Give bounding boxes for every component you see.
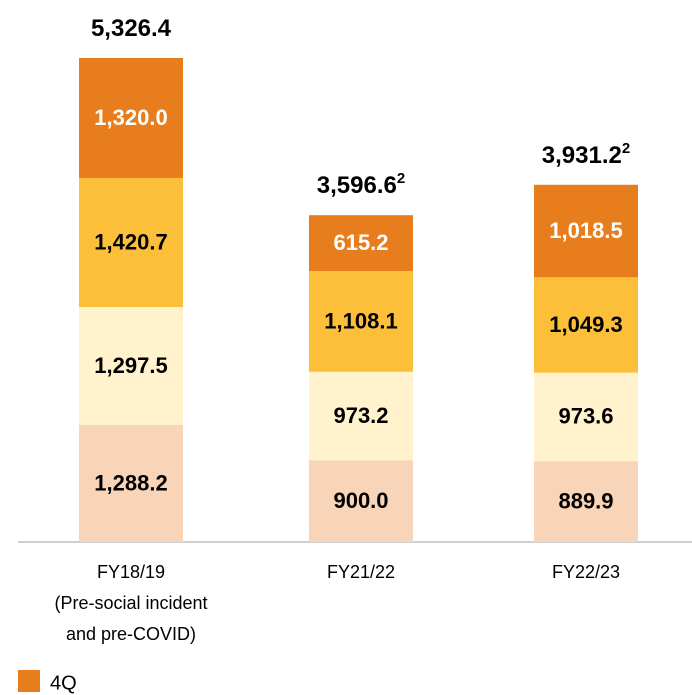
total-label: 3,931.22: [542, 140, 630, 169]
bar-segment: [79, 307, 183, 425]
data-label: 1,108.1: [324, 308, 397, 333]
bar-segment: [309, 271, 413, 372]
bar-segment: [309, 460, 413, 542]
total-label: 5,326.4: [91, 15, 172, 42]
bar-segment: [79, 177, 183, 308]
bar-segment: [534, 277, 638, 373]
bar-segment: [79, 58, 183, 178]
bar-segment: [534, 461, 638, 542]
x-tick-label: FY18/19 (Pre-social incident and pre-COV…: [54, 562, 208, 644]
x-tick-label: FY22/23: [551, 562, 621, 582]
data-label: 1,288.2: [94, 470, 167, 495]
data-label: 889.9: [558, 488, 613, 513]
data-label: 615.2: [333, 230, 388, 255]
data-label: 1,420.7: [94, 229, 167, 254]
bar-segment: [309, 215, 413, 272]
legend-label: 4Q: [50, 672, 77, 694]
total-value: 5,326.4: [91, 15, 172, 42]
legend-swatch: [18, 670, 40, 692]
bar-segment: [534, 372, 638, 462]
data-label: 1,297.5: [94, 353, 167, 378]
data-label: 973.6: [558, 404, 613, 429]
data-label: 1,018.5: [549, 218, 622, 243]
footnote-mark: 2: [622, 140, 630, 157]
data-label: 1,049.3: [549, 312, 622, 337]
data-label: 973.2: [333, 403, 388, 428]
x-tick-label: FY21/22: [326, 562, 396, 582]
footnote-mark: 2: [397, 170, 405, 187]
data-label: 1,320.0: [94, 105, 167, 130]
data-label: 900.0: [333, 488, 388, 513]
bar-segment: [309, 371, 413, 461]
bar-segment: [79, 424, 183, 542]
bar-segment: [534, 184, 638, 278]
total-value: 3,596.6: [317, 173, 397, 200]
total-value: 3,931.2: [542, 142, 622, 169]
total-label: 3,596.62: [317, 170, 405, 199]
